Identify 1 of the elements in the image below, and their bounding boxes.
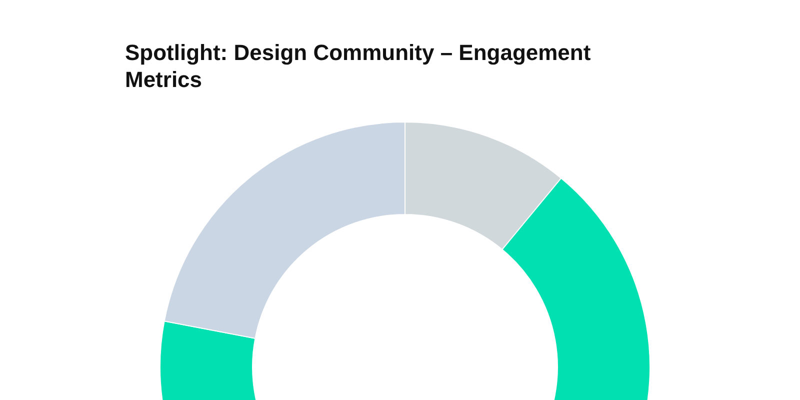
chart-title: Spotlight: Design Community – Engagement Metrics bbox=[125, 39, 592, 93]
